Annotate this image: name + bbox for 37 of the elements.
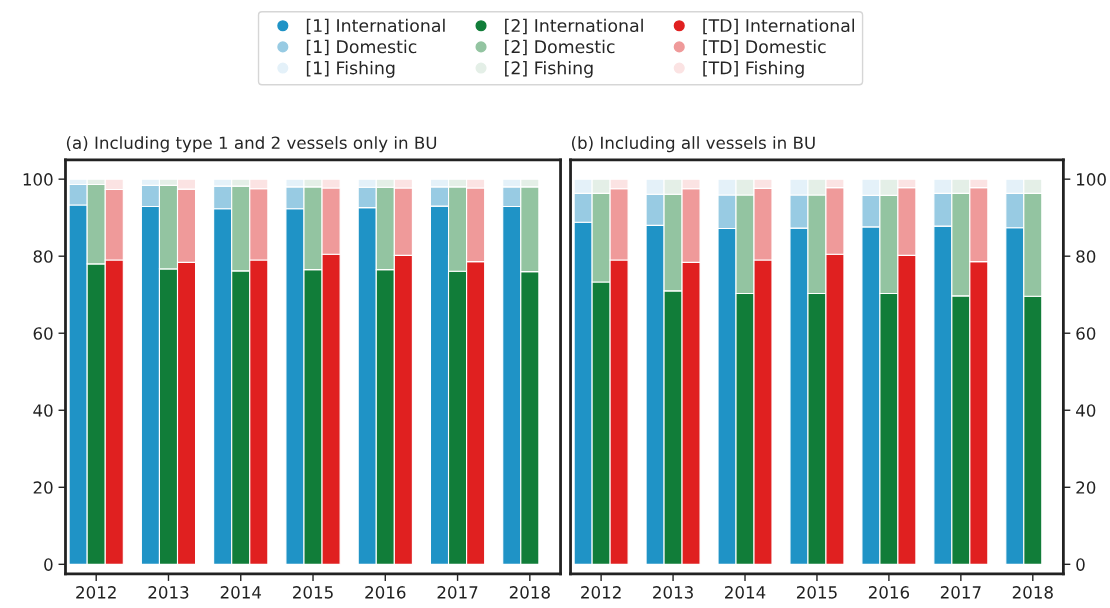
y-tick-label: 0 (1076, 558, 1085, 571)
x-tick-label: 2014 (220, 586, 262, 599)
x-tick-label: 2018 (1012, 586, 1053, 599)
y-tick-label: 80 (33, 250, 53, 263)
legend-label: [TD] Fishing (703, 60, 804, 78)
x-tick-label: 2012 (581, 586, 621, 599)
legend-label: [1] International (306, 18, 445, 35)
x-tick-label: 2012 (76, 586, 116, 599)
legend-label: [2] Domestic (505, 39, 615, 56)
x-tick-label: 2015 (293, 586, 333, 599)
y-tick-label: 100 (1077, 173, 1106, 186)
y-tick-label: 40 (1076, 404, 1096, 417)
legend-label: [2] International (505, 18, 643, 35)
x-tick-label: 2017 (940, 586, 981, 599)
y-tick-label: 40 (33, 404, 53, 417)
x-tick-label: 2013 (148, 586, 189, 599)
chart-title: (a) Including type 1 and 2 vessels only in BU (66, 136, 437, 153)
x-tick-label: 2016 (868, 586, 910, 599)
y-tick-label: 20 (33, 481, 53, 494)
x-tick-label: 2015 (796, 586, 837, 599)
y-tick-label: 0 (44, 558, 53, 571)
x-tick-label: 2016 (365, 586, 406, 599)
y-tick-label: 20 (1076, 481, 1096, 494)
x-tick-label: 2018 (509, 586, 550, 599)
chart-title: (b) Including all vessels in BU (571, 136, 815, 153)
y-tick-label: 100 (23, 173, 53, 186)
legend-label: [TD] Domestic (703, 39, 826, 56)
legend-label: [2] Fishing (505, 60, 593, 78)
legend-label: [1] Domestic (306, 39, 417, 56)
x-tick-label: 2017 (437, 586, 478, 599)
legend-label: [TD] International (703, 18, 855, 35)
y-tick-label: 60 (1076, 327, 1096, 340)
legend-label: [1] Fishing (306, 60, 395, 78)
y-tick-label: 80 (1076, 250, 1096, 263)
y-tick-label: 60 (33, 327, 53, 340)
x-tick-label: 2013 (653, 586, 693, 599)
x-tick-label: 2014 (725, 586, 766, 599)
